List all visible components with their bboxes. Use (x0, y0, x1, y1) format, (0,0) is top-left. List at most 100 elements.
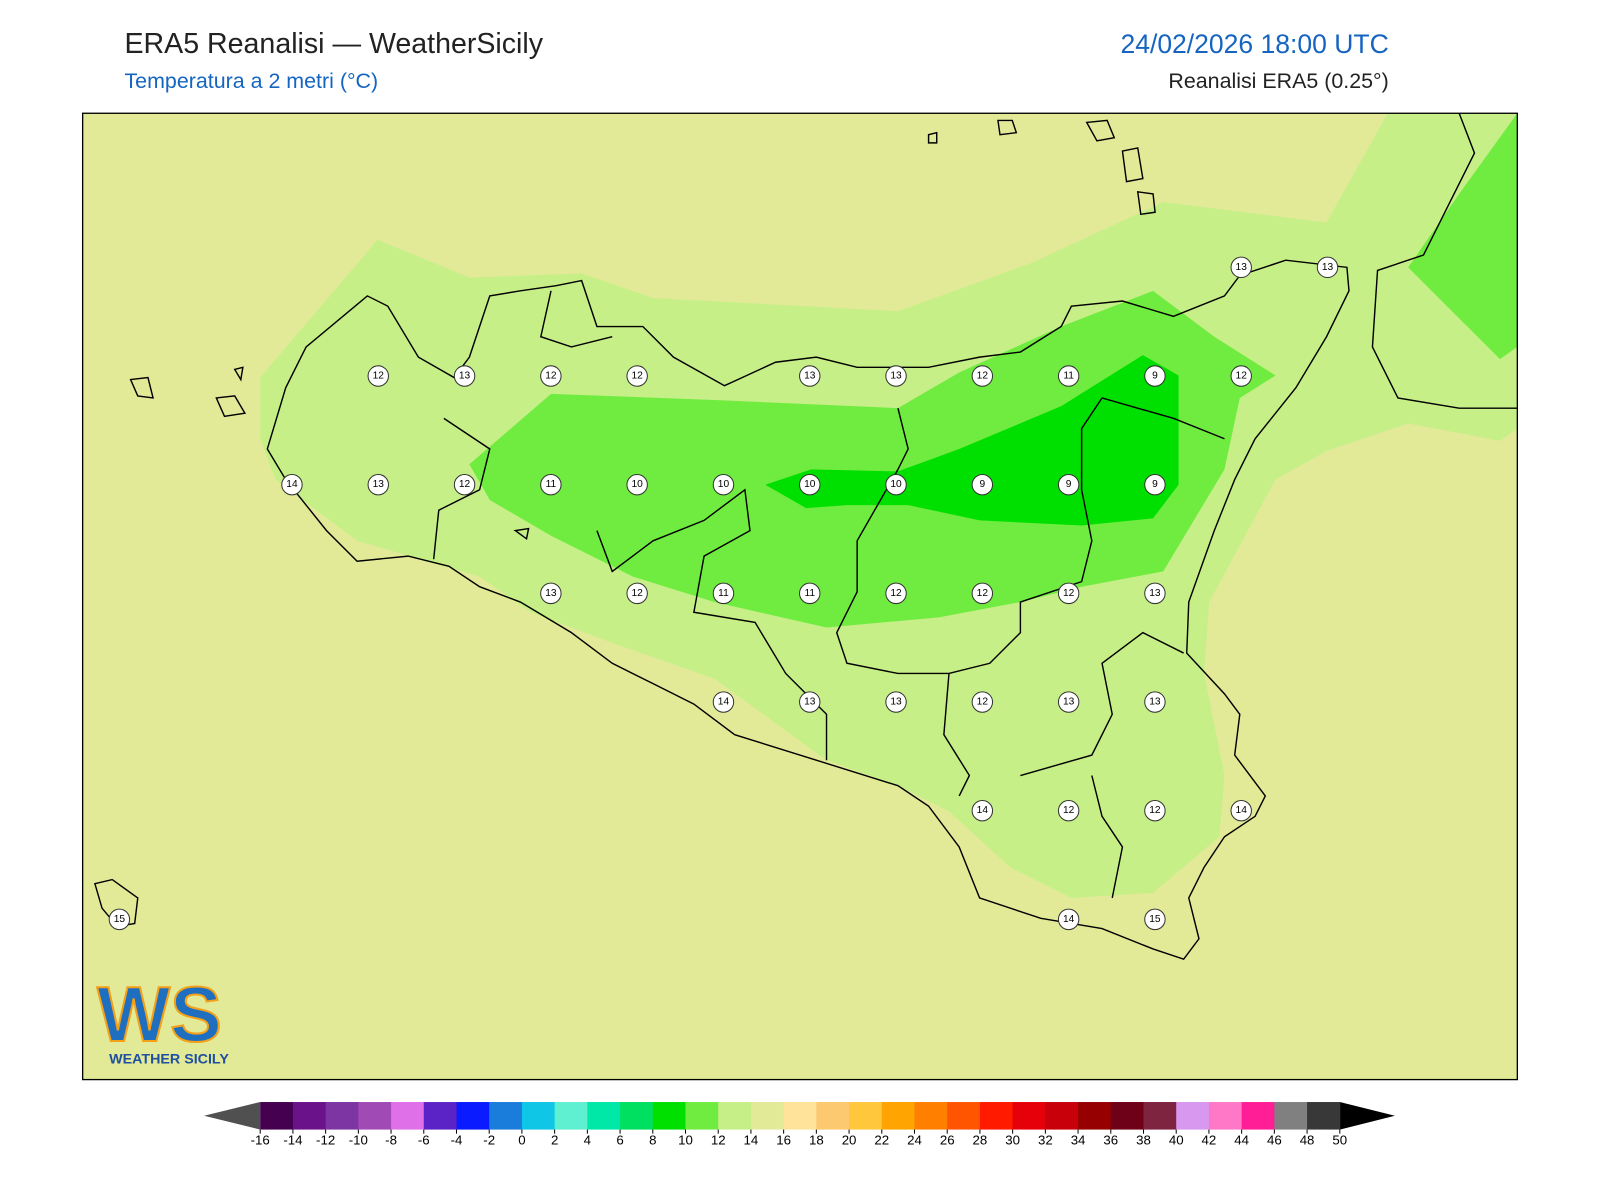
colorbar-segment (1274, 1102, 1308, 1130)
station-value: 14 (977, 805, 989, 816)
station-value: 13 (804, 371, 816, 382)
colorbar-tick-label: 14 (744, 1132, 759, 1147)
station-marker (799, 582, 821, 605)
logo-text: WEATHER SICILY (109, 1051, 229, 1067)
colorbar-segment (718, 1102, 752, 1130)
colorbar-tick-label: 26 (940, 1132, 955, 1147)
station-marker (540, 365, 562, 387)
station-value: 14 (1236, 805, 1248, 816)
station-marker (540, 473, 562, 496)
colorbar-tick-label: 12 (711, 1132, 726, 1147)
station-value: 13 (1063, 697, 1075, 708)
station-marker (971, 582, 994, 605)
station-value: 13 (890, 371, 902, 382)
station-marker (971, 473, 994, 496)
colorbar-tick-label: 42 (1202, 1132, 1217, 1147)
station-marker (712, 582, 735, 605)
colorbar-tick-label: 48 (1300, 1132, 1315, 1147)
station-marker (971, 365, 994, 387)
colorbar-segment (521, 1102, 556, 1130)
station-marker (1057, 582, 1080, 605)
colorbar-segment (685, 1102, 719, 1130)
colorbar-segment (489, 1102, 523, 1130)
field-10-12-east (1408, 113, 1518, 360)
station-value: 13 (459, 371, 471, 382)
station-marker (799, 365, 821, 387)
map: 13 13 12 13 12 12 13 13 12 11 9 12 14 13 12 11 10 10 10 10 9… (82, 113, 1518, 1080)
station-marker (799, 691, 821, 713)
colorbar-tick-label: 10 (678, 1132, 693, 1147)
station-value: 12 (631, 371, 643, 382)
colorbar-segment (979, 1102, 1014, 1130)
station-value: 13 (1236, 262, 1248, 273)
colorbar-tick-label: 4 (584, 1132, 591, 1147)
logo-mark: WS (97, 972, 222, 1058)
station-marker (1230, 799, 1252, 822)
station-marker (885, 582, 907, 605)
colorbar-tick-label: 6 (616, 1132, 623, 1147)
station-marker (971, 799, 994, 822)
station-value: 12 (977, 588, 989, 599)
colorbar-tick-label: -2 (483, 1132, 495, 1147)
station-marker (1144, 473, 1166, 496)
station-value: 14 (1063, 914, 1075, 925)
station-value: 9 (1152, 479, 1158, 490)
colorbar-tick-label: -12 (316, 1132, 335, 1147)
colorbar-extend-high (1339, 1102, 1395, 1130)
station-value: 10 (804, 479, 816, 490)
station-value: 15 (1149, 914, 1161, 925)
station-value: 14 (286, 479, 298, 490)
station-value: 11 (1063, 371, 1074, 382)
colorbar-tick-label: 20 (842, 1132, 857, 1147)
colorbar-segment (1012, 1102, 1046, 1130)
colorbar-tick-label: 0 (518, 1132, 525, 1147)
colorbar-tick-label: -6 (418, 1132, 430, 1147)
colorbar-tick-label: 32 (1038, 1132, 1053, 1147)
colorbar-segment (1208, 1102, 1243, 1130)
station-marker (1144, 691, 1166, 713)
station-value: 12 (631, 588, 643, 599)
station-marker (1057, 908, 1080, 931)
station-value: 12 (459, 479, 471, 490)
station-value: 10 (631, 479, 643, 490)
station-marker (1144, 908, 1166, 931)
colorbar-tick-label: 34 (1071, 1132, 1086, 1147)
station-value: 15 (114, 914, 126, 925)
colorbar-tick-label: 36 (1103, 1132, 1118, 1147)
colorbar-tick-label: 30 (1005, 1132, 1020, 1147)
colorbar-segment (292, 1102, 327, 1130)
station-marker (540, 582, 562, 605)
station-value: 10 (890, 479, 902, 490)
logo: WS WEATHER SICILY (96, 971, 229, 1067)
map-frame (81, 112, 1518, 1081)
station-value: 9 (1066, 479, 1072, 490)
colorbar-segment (1078, 1102, 1112, 1130)
station-marker (885, 473, 907, 496)
station-marker (1057, 691, 1080, 713)
station-marker (281, 473, 303, 496)
colorbar: -16 -14 -12 -10 -8 -6 -4 -2 0 2 4 6 8 10 12 14 16 18 20 22 2… (204, 1102, 1395, 1147)
station-value: 9 (1152, 371, 1158, 382)
colorbar-segment (620, 1102, 654, 1130)
station-value: 12 (890, 588, 902, 599)
station-marker (367, 473, 389, 496)
colorbar-tick-label: -4 (451, 1132, 463, 1147)
colorbar-segment (358, 1102, 392, 1130)
station-marker (626, 582, 648, 605)
colorbar-segment (783, 1102, 817, 1130)
station-value: 9 (980, 479, 986, 490)
colorbar-tick-label: 22 (874, 1132, 889, 1147)
colorbar-tick-label: 44 (1234, 1132, 1249, 1147)
colorbar-segment (554, 1102, 588, 1130)
station-marker (885, 691, 907, 713)
station-marker (626, 365, 648, 387)
station-marker (1057, 473, 1080, 496)
station-value: 13 (804, 697, 816, 708)
colorbar-segment (391, 1102, 425, 1130)
station-value: 12 (373, 371, 385, 382)
colorbar-tick-label: 28 (973, 1132, 988, 1147)
colorbar-tick-label: 50 (1332, 1132, 1347, 1147)
title: ERA5 Reanalisi — WeatherSicily (124, 28, 543, 60)
station-value: 11 (718, 588, 729, 599)
